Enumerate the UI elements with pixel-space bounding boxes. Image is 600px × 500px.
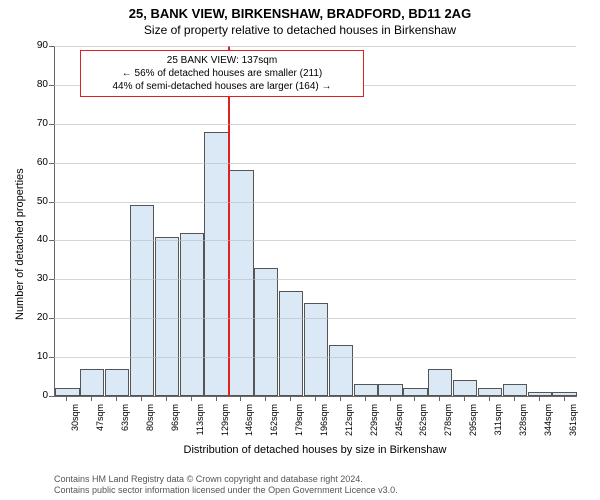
- gridline: [54, 124, 576, 125]
- ytick-label: 30: [28, 273, 48, 284]
- ytick-label: 10: [28, 351, 48, 362]
- xtick-mark: [265, 396, 266, 401]
- ytick-label: 20: [28, 312, 48, 323]
- xtick-mark: [340, 396, 341, 401]
- gridline: [54, 279, 576, 280]
- xtick-mark: [439, 396, 440, 401]
- histogram-bar: [403, 388, 427, 396]
- histogram-bar: [478, 388, 502, 396]
- xtick-mark: [141, 396, 142, 401]
- xtick-label: 146sqm: [244, 404, 254, 448]
- xtick-label: 229sqm: [369, 404, 379, 448]
- xtick-mark: [116, 396, 117, 401]
- ytick-label: 90: [28, 40, 48, 51]
- xtick-mark: [66, 396, 67, 401]
- gridline: [54, 357, 576, 358]
- ytick-label: 60: [28, 157, 48, 168]
- xtick-mark: [464, 396, 465, 401]
- xtick-label: 311sqm: [493, 404, 503, 448]
- xtick-label: 30sqm: [70, 404, 80, 448]
- gridline: [54, 202, 576, 203]
- xtick-label: 245sqm: [394, 404, 404, 448]
- histogram-bar: [254, 268, 278, 396]
- histogram-bar: [503, 384, 527, 396]
- histogram-bar: [55, 388, 79, 396]
- xtick-label: 129sqm: [220, 404, 230, 448]
- xtick-mark: [514, 396, 515, 401]
- xtick-mark: [166, 396, 167, 401]
- histogram-bar: [453, 380, 477, 396]
- histogram-bar: [229, 170, 253, 396]
- xtick-label: 80sqm: [145, 404, 155, 448]
- xtick-label: 47sqm: [95, 404, 105, 448]
- footer-line1: Contains HM Land Registry data © Crown c…: [54, 474, 398, 485]
- annotation-line2: ← 56% of detached houses are smaller (21…: [87, 67, 357, 80]
- xtick-mark: [216, 396, 217, 401]
- xtick-label: 63sqm: [120, 404, 130, 448]
- gridline: [54, 46, 576, 47]
- ytick-label: 0: [28, 390, 48, 401]
- histogram-bar: [378, 384, 402, 396]
- ytick-label: 50: [28, 196, 48, 207]
- xtick-label: 361sqm: [568, 404, 578, 448]
- property-marker-line: [228, 46, 230, 396]
- xtick-label: 278sqm: [443, 404, 453, 448]
- ytick-label: 40: [28, 234, 48, 245]
- xtick-label: 196sqm: [319, 404, 329, 448]
- plot-area: [54, 46, 577, 397]
- annotation-box: 25 BANK VIEW: 137sqm← 56% of detached ho…: [80, 50, 364, 97]
- chart-title-sub: Size of property relative to detached ho…: [0, 21, 600, 37]
- gridline: [54, 163, 576, 164]
- histogram-bar: [105, 369, 129, 396]
- xtick-label: 328sqm: [518, 404, 528, 448]
- xtick-mark: [539, 396, 540, 401]
- xtick-label: 96sqm: [170, 404, 180, 448]
- histogram-bar: [552, 392, 576, 396]
- xtick-mark: [489, 396, 490, 401]
- xtick-mark: [290, 396, 291, 401]
- xtick-mark: [390, 396, 391, 401]
- footer-line2: Contains public sector information licen…: [54, 485, 398, 496]
- chart-title-main: 25, BANK VIEW, BIRKENSHAW, BRADFORD, BD1…: [0, 0, 600, 21]
- histogram-bar: [304, 303, 328, 396]
- xtick-label: 162sqm: [269, 404, 279, 448]
- xtick-label: 212sqm: [344, 404, 354, 448]
- annotation-line3: 44% of semi-detached houses are larger (…: [87, 80, 357, 93]
- histogram-bar: [180, 233, 204, 396]
- gridline: [54, 318, 576, 319]
- annotation-line1: 25 BANK VIEW: 137sqm: [87, 54, 357, 67]
- histogram-bar: [130, 205, 154, 396]
- xtick-label: 179sqm: [294, 404, 304, 448]
- ytick-label: 80: [28, 79, 48, 90]
- xtick-label: 295sqm: [468, 404, 478, 448]
- xtick-mark: [365, 396, 366, 401]
- histogram-bar: [428, 369, 452, 396]
- histogram-bar: [528, 392, 552, 396]
- ytick-mark: [49, 396, 54, 397]
- histogram-bar: [329, 345, 353, 396]
- gridline: [54, 240, 576, 241]
- histogram-bar: [354, 384, 378, 396]
- xtick-mark: [91, 396, 92, 401]
- xtick-label: 262sqm: [418, 404, 428, 448]
- histogram-bar: [155, 237, 179, 396]
- xtick-mark: [564, 396, 565, 401]
- histogram-bar: [279, 291, 303, 396]
- footer-attribution: Contains HM Land Registry data © Crown c…: [54, 474, 398, 496]
- xtick-label: 113sqm: [195, 404, 205, 448]
- y-axis-label: Number of detached properties: [14, 168, 26, 320]
- ytick-label: 70: [28, 118, 48, 129]
- xtick-mark: [315, 396, 316, 401]
- histogram-bar: [80, 369, 104, 396]
- xtick-label: 344sqm: [543, 404, 553, 448]
- xtick-mark: [240, 396, 241, 401]
- xtick-mark: [191, 396, 192, 401]
- xtick-mark: [414, 396, 415, 401]
